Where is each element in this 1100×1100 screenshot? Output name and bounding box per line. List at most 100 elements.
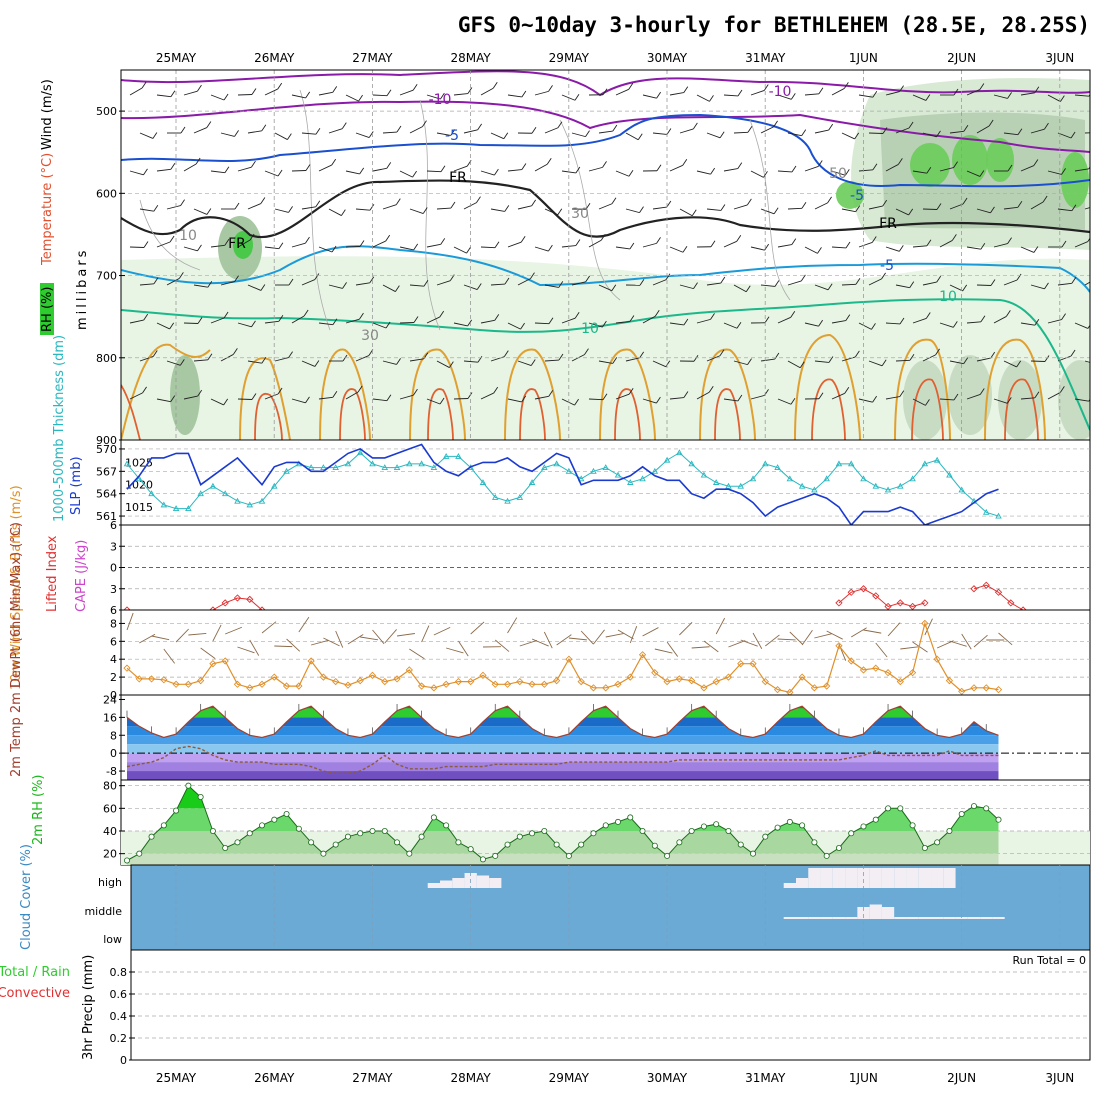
wind-barb-flag: [639, 206, 644, 213]
wind-barb-flag: [817, 247, 822, 254]
wind-barb: [1003, 206, 1018, 210]
cloud-cell: [440, 880, 453, 888]
rh-shade-30: [1058, 360, 1090, 440]
rh2m-point: [369, 828, 376, 835]
contour-label: FR: [228, 236, 246, 252]
cloud-cell: [894, 917, 907, 919]
y-tick-label: 60: [103, 802, 117, 815]
wind-barb-flag: [332, 391, 338, 398]
wind-barb: [831, 170, 846, 176]
wind-barb: [949, 130, 964, 134]
wind-barb-flag: [574, 311, 580, 319]
wind10m-speed-point: [651, 668, 659, 677]
wind-barb-flag: [882, 127, 888, 134]
wind10m-speed-point: [479, 671, 487, 679]
wind10m-speed-point: [761, 677, 769, 686]
wind-barb-flag: [422, 207, 428, 214]
wind10m-speed-point: [884, 668, 892, 677]
wind-barb: [463, 129, 478, 134]
wind10m-barb: [814, 633, 832, 639]
wind-barb: [426, 398, 441, 405]
thickness-point: [393, 464, 401, 471]
wind-barb-flag: [178, 272, 184, 279]
y-tick-label: 20: [103, 848, 117, 861]
y-tick-label: 8: [110, 729, 117, 742]
thickness-point: [737, 482, 745, 489]
wind-barb: [139, 208, 154, 212]
wind10m-barb: [961, 633, 972, 650]
wind-barb-flag: [223, 398, 229, 406]
rh2m-point: [700, 823, 707, 830]
y-tick-label: 40: [103, 825, 117, 838]
wind10m-barb: [261, 621, 277, 634]
thickness-point: [369, 460, 376, 467]
wind-barb: [328, 208, 342, 216]
wind-barb: [399, 394, 414, 400]
wind-barb: [291, 242, 306, 248]
wind-barb: [885, 164, 899, 172]
wind-barb: [166, 360, 181, 366]
wind-barb-flag: [143, 168, 148, 176]
rh-shade-30: [903, 360, 947, 440]
wind10m-barb: [715, 617, 726, 635]
wind-barb-flag: [521, 90, 527, 98]
wind-barb: [274, 132, 288, 140]
wind-barb-flag: [467, 87, 473, 94]
lifted-index-point: [1007, 599, 1015, 607]
wind-barb: [895, 284, 910, 289]
rh2m-point: [430, 814, 437, 821]
wind-barb-flag: [629, 242, 635, 250]
wind10m-barb: [311, 639, 329, 646]
wind-barb-flag: [251, 393, 257, 400]
wind-barb-flag: [855, 278, 861, 285]
wind-barb-flag: [988, 119, 994, 127]
wind-barb-flag: [899, 390, 905, 397]
wind-barb-flag: [249, 233, 255, 241]
cloud-cell: [783, 883, 796, 888]
wind-barb-flag: [747, 126, 753, 133]
wind-barb-flag: [1059, 95, 1065, 102]
wind-barb-flag: [682, 245, 688, 253]
wind-barb: [1020, 246, 1035, 253]
wind10m-speed-point: [381, 677, 389, 686]
wind-barb-flag: [990, 206, 995, 214]
rh2m-point: [283, 811, 290, 818]
wind-barb: [652, 279, 667, 286]
wind10m-barb: [507, 617, 518, 634]
rh2m-point: [185, 782, 192, 789]
wind10m-speed-point: [614, 680, 622, 688]
wind-barb-flag: [332, 318, 338, 325]
wind-barb: [490, 208, 505, 212]
contour-label: FR: [449, 170, 467, 186]
wind-barb-flag: [737, 394, 743, 402]
wind-barb: [1030, 128, 1045, 134]
wind10m-barb: [617, 629, 634, 640]
thickness-point: [909, 475, 916, 482]
date-label-top: 31MAY: [745, 51, 786, 65]
wind-barb-flag: [1070, 131, 1076, 139]
rh-shade-70: [952, 135, 988, 185]
wind-barb: [750, 394, 765, 400]
wind-barb: [939, 167, 954, 172]
wind-barb: [490, 283, 505, 286]
wind-barb: [264, 246, 279, 250]
wind-barb-flag: [207, 353, 213, 361]
y-tick-label: 567: [96, 465, 117, 478]
wind-barb-flag: [141, 81, 147, 89]
rh2m-point: [885, 805, 892, 812]
wind-barb: [490, 132, 504, 140]
thickness-point: [246, 501, 254, 508]
y-tick-label: 700: [96, 270, 117, 283]
wind-barb: [1030, 284, 1045, 290]
wind-barb: [912, 170, 927, 174]
wind-barb-flag: [881, 272, 886, 280]
wind10m-speed-point: [246, 684, 254, 692]
wind-barb: [858, 242, 873, 248]
wind-barb-flag: [683, 318, 689, 326]
wind-barb-flag: [708, 385, 714, 393]
wind-barb: [193, 127, 208, 134]
wind-barb-flag: [331, 158, 337, 166]
wind-barb: [1047, 94, 1061, 102]
wind-barb-flag: [503, 132, 509, 139]
